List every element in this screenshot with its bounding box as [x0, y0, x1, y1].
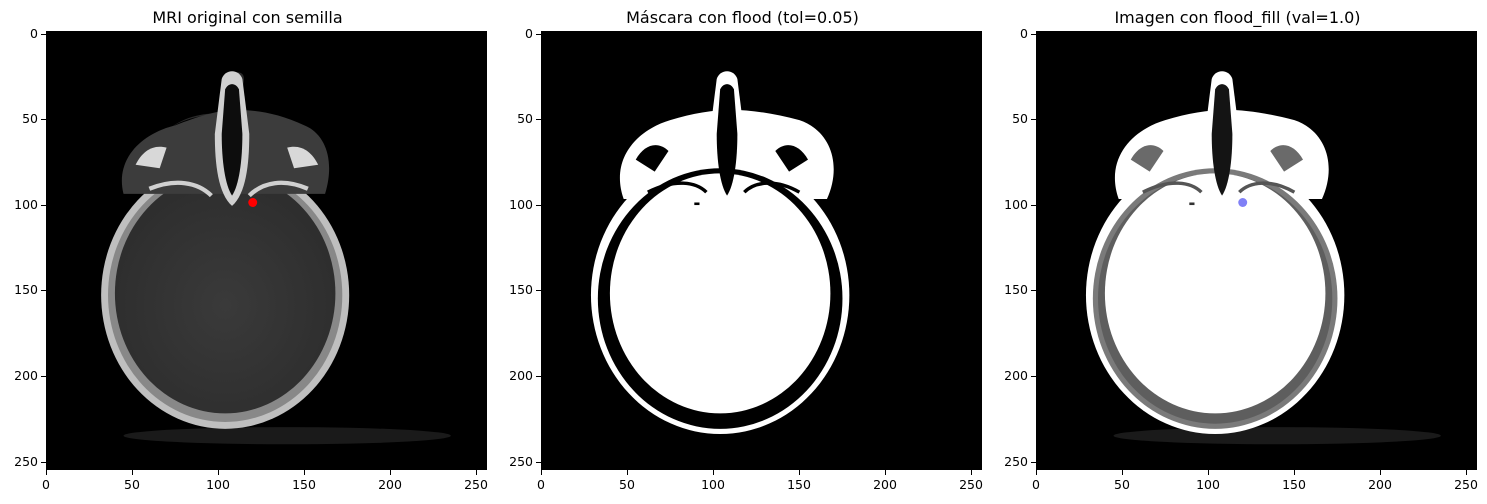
- y-tick-label: 50: [517, 111, 533, 126]
- mri-original-image: [101, 71, 451, 445]
- x-tick-mark: [713, 470, 714, 475]
- y-tick-label: 150: [509, 282, 533, 297]
- x-tick-label: 200: [378, 477, 402, 492]
- panel-title: Máscara con flood (tol=0.05): [626, 8, 859, 27]
- flood-mask-image: [590, 71, 850, 434]
- x-tick-label: 250: [1454, 477, 1478, 492]
- x-tick-mark: [1294, 470, 1295, 475]
- x-tick-label: 200: [873, 477, 897, 492]
- panel-title: MRI original con semilla: [152, 8, 343, 27]
- y-tick-label: 50: [22, 111, 38, 126]
- x-tick-label: 0: [1032, 477, 1040, 492]
- x-tick-mark: [1466, 470, 1467, 475]
- seed-point-marker: [1238, 198, 1248, 207]
- x-tick-mark: [885, 470, 886, 475]
- y-tick-label: 250: [1004, 454, 1028, 469]
- panel-mask: Máscara con flood (tol=0.05) 0 50 100 15…: [495, 0, 990, 504]
- y-tick-label: 0: [525, 26, 533, 41]
- x-tick-mark: [218, 470, 219, 475]
- x-tick-label: 100: [701, 477, 725, 492]
- y-tick-mark: [41, 290, 46, 291]
- x-tick-mark: [1208, 470, 1209, 475]
- panel-flood-fill: Imagen con flood_fill (val=1.0) 0 50: [990, 0, 1485, 504]
- y-tick-mark: [536, 34, 541, 35]
- y-tick-label: 0: [30, 26, 38, 41]
- x-tick-label: 200: [1368, 477, 1392, 492]
- seed-point-marker: [248, 198, 258, 207]
- y-tick-label: 100: [1004, 197, 1028, 212]
- y-tick-label: 0: [1020, 26, 1028, 41]
- x-tick-label: 150: [1282, 477, 1306, 492]
- x-tick-mark: [541, 470, 542, 475]
- x-tick-label: 100: [206, 477, 230, 492]
- x-tick-mark: [476, 470, 477, 475]
- x-tick-mark: [390, 470, 391, 475]
- x-tick-mark: [46, 470, 47, 475]
- x-tick-label: 150: [292, 477, 316, 492]
- x-tick-mark: [971, 470, 972, 475]
- y-tick-label: 50: [1012, 111, 1028, 126]
- y-tick-mark: [1031, 462, 1036, 463]
- y-tick-label: 200: [509, 368, 533, 383]
- y-tick-mark: [41, 376, 46, 377]
- x-tick-label: 50: [124, 477, 140, 492]
- y-tick-label: 100: [509, 197, 533, 212]
- flood-fill-image: [1085, 71, 1441, 445]
- panel-original: MRI original con semilla: [0, 0, 495, 504]
- y-tick-label: 250: [14, 454, 38, 469]
- y-tick-label: 200: [14, 368, 38, 383]
- y-tick-mark: [41, 119, 46, 120]
- image-axes: [541, 31, 982, 470]
- x-tick-mark: [1380, 470, 1381, 475]
- y-tick-mark: [1031, 290, 1036, 291]
- y-tick-mark: [1031, 34, 1036, 35]
- y-tick-label: 200: [1004, 368, 1028, 383]
- y-tick-label: 150: [14, 282, 38, 297]
- x-tick-mark: [132, 470, 133, 475]
- x-tick-label: 50: [1114, 477, 1130, 492]
- x-tick-label: 50: [619, 477, 635, 492]
- x-tick-mark: [1122, 470, 1123, 475]
- y-tick-mark: [41, 462, 46, 463]
- x-tick-mark: [799, 470, 800, 475]
- y-tick-mark: [536, 205, 541, 206]
- x-tick-label: 100: [1196, 477, 1220, 492]
- x-tick-label: 250: [464, 477, 488, 492]
- y-tick-mark: [41, 205, 46, 206]
- y-tick-mark: [1031, 119, 1036, 120]
- y-tick-mark: [536, 376, 541, 377]
- y-tick-mark: [1031, 376, 1036, 377]
- y-tick-mark: [41, 34, 46, 35]
- y-tick-label: 250: [509, 454, 533, 469]
- x-tick-mark: [304, 470, 305, 475]
- y-tick-label: 150: [1004, 282, 1028, 297]
- y-tick-mark: [536, 462, 541, 463]
- image-axes: [1036, 31, 1477, 470]
- x-tick-label: 0: [42, 477, 50, 492]
- x-tick-label: 0: [537, 477, 545, 492]
- y-tick-label: 100: [14, 197, 38, 212]
- x-tick-label: 250: [959, 477, 983, 492]
- x-tick-mark: [1036, 470, 1037, 475]
- y-tick-mark: [536, 290, 541, 291]
- panel-title: Imagen con flood_fill (val=1.0): [1114, 8, 1361, 27]
- y-tick-mark: [536, 119, 541, 120]
- y-tick-mark: [1031, 205, 1036, 206]
- x-tick-label: 150: [787, 477, 811, 492]
- x-tick-mark: [627, 470, 628, 475]
- image-axes: [46, 31, 487, 470]
